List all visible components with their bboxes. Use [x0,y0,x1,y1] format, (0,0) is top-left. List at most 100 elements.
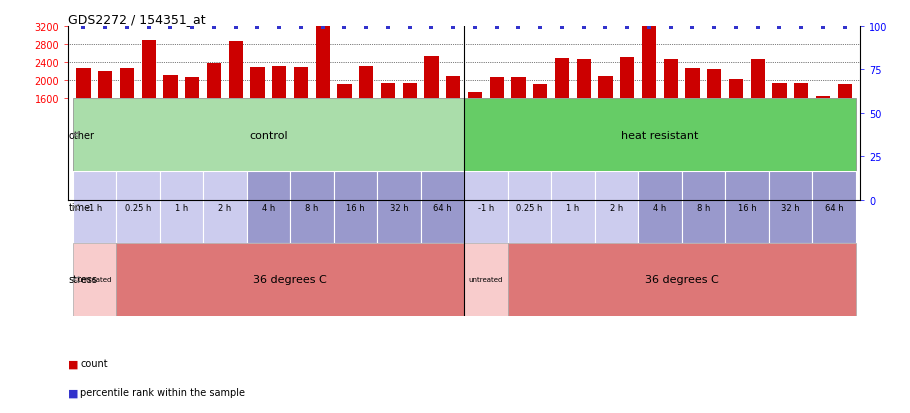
Point [402,27,417,33]
Bar [424,100,439,200]
Point [685,27,700,33]
Bar [769,171,812,244]
Bar [599,147,612,200]
Bar [594,171,638,244]
Point [642,27,656,33]
Bar [490,150,504,200]
Point [468,27,482,33]
Text: 32 h: 32 h [389,203,409,212]
Point [598,27,612,33]
Bar [773,164,786,200]
Bar [816,195,830,200]
Point [533,27,548,33]
Text: count: count [80,358,107,368]
Text: stress: stress [68,275,97,285]
Text: 64 h: 64 h [433,203,451,212]
Bar [533,166,547,200]
Bar [381,164,395,200]
Bar [508,171,551,244]
Point [555,27,570,33]
Bar [551,171,594,244]
Text: 8 h: 8 h [305,203,318,212]
Point [620,27,634,33]
Text: other: other [68,130,95,140]
Text: 4 h: 4 h [653,203,666,212]
Bar [164,144,177,200]
Bar [555,103,569,200]
Point [338,27,352,33]
Text: 1 h: 1 h [566,203,580,212]
Text: 36 degrees C: 36 degrees C [644,275,719,285]
Point [511,27,526,33]
Point [751,27,765,33]
Bar [508,244,855,316]
Bar [294,126,308,200]
Bar [207,115,221,200]
Bar [642,26,656,200]
Bar [228,63,243,200]
Bar [729,155,743,200]
Text: 16 h: 16 h [737,203,756,212]
Bar [272,122,287,200]
Bar [751,106,764,200]
Point [490,27,504,33]
Bar [468,184,482,200]
Point [141,27,156,33]
Point [316,27,330,33]
Bar [185,148,199,200]
Bar [98,134,112,200]
Bar [446,146,460,200]
Bar [142,60,156,200]
Bar [812,171,855,244]
Point [815,27,830,33]
Text: 1 h: 1 h [175,203,188,212]
Point [729,27,743,33]
Bar [338,167,351,200]
Text: untreated: untreated [77,277,112,283]
Bar [359,123,373,200]
Point [707,27,722,33]
Point [446,27,460,33]
Bar [73,244,116,316]
Text: GDS2272 / 154351_at: GDS2272 / 154351_at [68,13,206,26]
Text: 0.25 h: 0.25 h [516,203,542,212]
Bar [464,171,508,244]
Bar [838,166,852,200]
Bar [638,171,682,244]
Text: control: control [249,130,288,140]
Point [773,27,787,33]
Text: 4 h: 4 h [262,203,275,212]
Bar [159,171,203,244]
Point [424,27,439,33]
Bar [464,99,855,171]
Bar [316,25,329,200]
Point [207,27,221,33]
Bar [116,244,464,316]
Point [837,27,852,33]
Bar [685,128,700,200]
Text: 0.25 h: 0.25 h [125,203,151,212]
Bar [663,106,678,200]
Point [576,27,591,33]
Bar [247,171,290,244]
Point [98,27,113,33]
Bar [334,171,377,244]
Bar [73,171,116,244]
Point [294,27,308,33]
Bar [377,171,420,244]
Point [120,27,135,33]
Point [76,27,91,33]
Point [359,27,373,33]
Bar [73,99,464,171]
Bar [116,171,159,244]
Bar [725,171,769,244]
Text: heat resistant: heat resistant [622,130,699,140]
Bar [402,164,417,200]
Point [163,27,177,33]
Point [663,27,678,33]
Bar [707,131,722,200]
Point [380,27,395,33]
Bar [290,171,334,244]
Text: 16 h: 16 h [346,203,365,212]
Bar [682,171,725,244]
